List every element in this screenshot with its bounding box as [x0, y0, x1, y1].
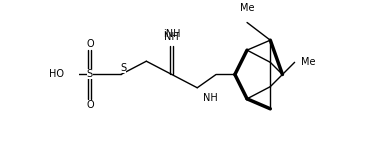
- Text: O: O: [86, 100, 94, 110]
- Text: HO: HO: [50, 69, 64, 79]
- Text: Me: Me: [240, 2, 254, 13]
- Text: S: S: [87, 69, 93, 79]
- Text: Me: Me: [301, 57, 316, 67]
- Text: NH: NH: [203, 93, 218, 103]
- Text: O: O: [86, 39, 94, 49]
- Text: iNH: iNH: [163, 29, 180, 39]
- Text: S: S: [120, 63, 126, 73]
- Text: NH: NH: [164, 32, 179, 42]
